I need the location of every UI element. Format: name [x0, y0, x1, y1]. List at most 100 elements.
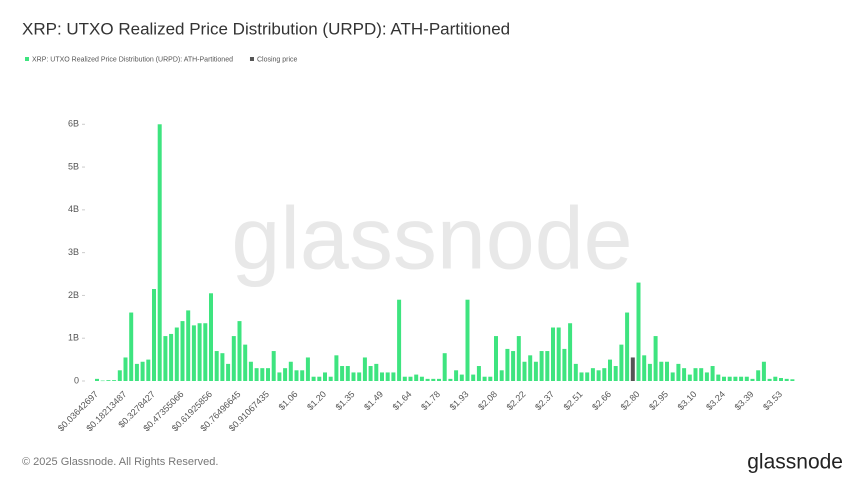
- bar: [511, 351, 516, 381]
- bar: [533, 361, 538, 381]
- bar: [687, 374, 692, 381]
- x-tick-label: $2.95: [647, 389, 670, 412]
- bar: [482, 376, 487, 381]
- bar: [134, 363, 139, 381]
- bar: [254, 368, 259, 381]
- bar: [573, 363, 578, 381]
- bar: [106, 380, 111, 381]
- bar: [237, 321, 242, 381]
- x-tick-label: $1.06: [277, 389, 300, 412]
- bar: [243, 344, 248, 381]
- bar: [180, 321, 185, 381]
- bar: [693, 368, 698, 381]
- bar: [630, 357, 635, 381]
- bar: [368, 366, 373, 381]
- y-tick-label: 3B: [68, 247, 79, 257]
- bar: [345, 366, 350, 381]
- bar: [710, 366, 715, 381]
- watermark: glassnode: [231, 188, 632, 287]
- bar: [408, 376, 413, 381]
- bar: [602, 368, 607, 381]
- bar: [437, 378, 441, 381]
- bar: [699, 368, 704, 381]
- bar: [334, 355, 339, 381]
- bar: [129, 312, 134, 381]
- bar: [260, 368, 265, 381]
- x-tick-label: $2.22: [505, 389, 528, 412]
- bar: [374, 363, 379, 381]
- bar: [585, 372, 590, 381]
- bar: [300, 370, 305, 381]
- y-tick-label: 4B: [68, 204, 79, 214]
- x-tick-label: $1.64: [391, 389, 414, 412]
- bar: [140, 361, 145, 381]
- x-tick-label: $2.66: [590, 389, 613, 412]
- bar: [414, 374, 419, 381]
- bar: [362, 357, 367, 381]
- bar: [305, 357, 310, 381]
- bar: [323, 372, 327, 381]
- bar: [608, 359, 612, 381]
- bar: [579, 372, 584, 381]
- bar: [488, 376, 493, 381]
- bar: [442, 353, 447, 381]
- bar: [545, 351, 550, 381]
- bar: [271, 351, 276, 381]
- bar: [682, 368, 687, 381]
- bar: [448, 378, 453, 381]
- bar: [402, 376, 407, 381]
- bar: [727, 376, 732, 381]
- bar: [317, 376, 322, 381]
- bar: [425, 378, 430, 381]
- bar: [704, 372, 709, 381]
- bar: [476, 366, 481, 381]
- bar: [499, 370, 504, 381]
- bar: [266, 368, 270, 381]
- legend-label: XRP: UTXO Realized Price Distribution (U…: [32, 56, 233, 63]
- bar: [294, 370, 299, 381]
- x-tick-label: $1.49: [362, 389, 385, 412]
- bar: [311, 376, 316, 381]
- footer: © 2025 Glassnode. All Rights Reserved.: [22, 456, 218, 468]
- bar: [397, 299, 402, 381]
- bar: [739, 376, 744, 381]
- bar: [454, 370, 459, 381]
- legend-swatch: [25, 57, 29, 61]
- bar: [750, 378, 755, 381]
- bar: [186, 310, 191, 381]
- bar: [248, 361, 253, 381]
- bar: [380, 372, 384, 381]
- bar: [613, 366, 618, 381]
- bar: [214, 351, 219, 381]
- bar: [568, 323, 573, 381]
- bar: [790, 379, 795, 381]
- bar: [197, 323, 202, 381]
- bar: [556, 327, 561, 381]
- x-tick-label: $1.20: [305, 389, 328, 412]
- bar: [163, 336, 168, 381]
- bar: [647, 363, 652, 381]
- bar: [191, 325, 196, 381]
- bar: [761, 361, 766, 381]
- bar: [117, 370, 122, 381]
- bar: [112, 380, 117, 381]
- bar: [288, 361, 293, 381]
- bar: [653, 336, 658, 381]
- chart-title: XRP: UTXO Realized Price Distribution (U…: [22, 19, 510, 38]
- bar: [146, 359, 151, 381]
- x-tick-label: $3.39: [733, 389, 756, 412]
- bar: [431, 378, 436, 381]
- x-tick-label: $2.51: [562, 389, 585, 412]
- y-tick-label: 0: [74, 375, 79, 385]
- x-tick-label: $1.78: [419, 389, 442, 412]
- y-tick-label: 6B: [68, 119, 79, 129]
- bar: [636, 282, 641, 381]
- bar: [459, 374, 464, 381]
- bar: [756, 370, 761, 381]
- bar: [596, 370, 601, 381]
- bar: [157, 124, 162, 381]
- bar: [419, 376, 424, 381]
- bar: [95, 378, 99, 381]
- bar: [152, 289, 156, 381]
